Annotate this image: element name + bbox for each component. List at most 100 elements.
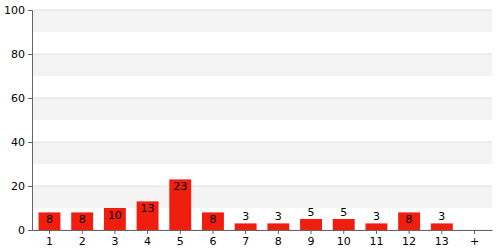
bar	[333, 219, 355, 230]
data-label: 8	[406, 213, 413, 226]
y-tick: 0	[18, 224, 32, 237]
y-tick-label: 80	[11, 48, 25, 61]
y-tick-label: 0	[18, 224, 25, 237]
bar	[365, 223, 387, 230]
y-tick-label: 100	[4, 4, 25, 17]
bar	[398, 212, 420, 230]
y-axis-line	[28, 11, 33, 231]
x-tick-label: 2	[79, 235, 86, 248]
chart: 8810132383355383020406080100123456789101…	[0, 0, 500, 250]
grid-band	[32, 142, 492, 164]
bars	[39, 179, 453, 230]
bar	[431, 223, 453, 230]
x-tick-label: 7	[242, 235, 249, 248]
x-tick-label: 3	[111, 235, 118, 248]
bar	[202, 212, 224, 230]
y-tick: 100	[4, 4, 32, 17]
data-label: 5	[308, 206, 315, 219]
x-tick-label: 10	[337, 235, 351, 248]
data-label: 8	[46, 213, 53, 226]
plot: 8810132383355383020406080100123456789101…	[4, 4, 493, 248]
data-label: 23	[173, 180, 187, 193]
grid-line	[32, 142, 492, 143]
x-tick-mark	[180, 230, 181, 234]
y-tick-label: 40	[11, 136, 25, 149]
x-tick-mark	[245, 230, 246, 234]
y-tick: 60	[11, 92, 32, 105]
x-tick-mark	[343, 230, 344, 234]
data-label: 3	[438, 210, 445, 223]
x-axis: 12345678910111213+	[33, 230, 493, 248]
y-axis: 0 20 40 60 80 100	[4, 4, 33, 237]
x-tick: 7	[242, 230, 249, 248]
x-tick-mark	[311, 230, 312, 234]
x-tick-label: 5	[177, 235, 184, 248]
x-tick: 6	[209, 230, 216, 248]
bar	[235, 223, 257, 230]
x-tick: 3	[111, 230, 118, 248]
x-axis-line	[33, 230, 493, 231]
grid-line	[32, 54, 492, 55]
y-tick-mark	[28, 142, 32, 143]
x-tick-mark	[409, 230, 410, 234]
grid-band	[32, 10, 492, 32]
y-tick-mark	[28, 186, 32, 187]
x-tick-mark	[474, 230, 475, 234]
bar	[300, 219, 322, 230]
x-tick: 2	[79, 230, 86, 248]
x-tick-label: 13	[435, 235, 449, 248]
bar	[104, 208, 126, 230]
y-tick-mark	[28, 98, 32, 99]
x-tick-label: 6	[209, 235, 216, 248]
data-label: 8	[79, 213, 86, 226]
grid-line	[32, 10, 492, 11]
x-tick-mark	[49, 230, 50, 234]
y-tick-mark	[28, 230, 32, 231]
bar	[39, 212, 61, 230]
x-tick-label: +	[470, 235, 479, 248]
data-labels: 8810132383355383	[46, 180, 445, 226]
data-label: 3	[275, 210, 282, 223]
data-label: 5	[340, 206, 347, 219]
y-tick-label: 20	[11, 180, 25, 193]
x-tick: +	[470, 230, 479, 248]
grid-line	[32, 186, 492, 187]
y-tick: 80	[11, 48, 32, 61]
grid-line	[32, 98, 492, 99]
x-tick-label: 12	[402, 235, 416, 248]
x-tick-mark	[278, 230, 279, 234]
x-tick: 11	[369, 230, 383, 248]
x-tick-label: 11	[369, 235, 383, 248]
y-tick-mark	[28, 10, 32, 11]
x-tick: 9	[308, 230, 315, 248]
y-tick-label: 60	[11, 92, 25, 105]
x-tick-mark	[82, 230, 83, 234]
x-tick-mark	[376, 230, 377, 234]
data-label: 13	[141, 202, 155, 215]
x-tick: 13	[435, 230, 449, 248]
y-tick-mark	[28, 54, 32, 55]
grid-line	[32, 230, 492, 231]
x-tick: 5	[177, 230, 184, 248]
x-tick-label: 9	[308, 235, 315, 248]
x-tick: 10	[337, 230, 351, 248]
grid-band	[32, 54, 492, 76]
x-tick-label: 8	[275, 235, 282, 248]
grid	[32, 10, 492, 230]
bar	[71, 212, 93, 230]
x-tick-mark	[114, 230, 115, 234]
x-tick-mark	[441, 230, 442, 234]
y-tick: 40	[11, 136, 32, 149]
grid-band	[32, 98, 492, 120]
bar	[267, 223, 289, 230]
x-tick: 4	[144, 230, 151, 248]
grid-band	[32, 186, 492, 208]
data-label: 10	[108, 209, 122, 222]
data-label: 8	[209, 213, 216, 226]
bar	[169, 179, 191, 230]
y-tick: 20	[11, 180, 32, 193]
data-label: 3	[373, 210, 380, 223]
x-tick: 8	[275, 230, 282, 248]
x-tick: 12	[402, 230, 416, 248]
x-tick-label: 4	[144, 235, 151, 248]
